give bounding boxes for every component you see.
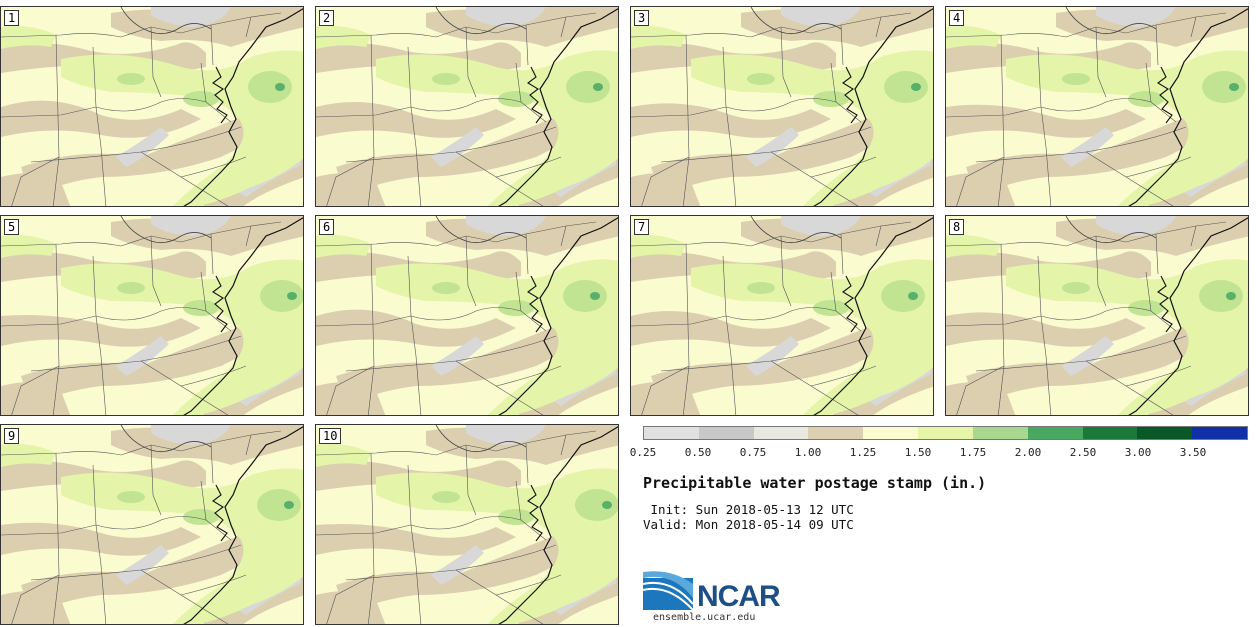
precipitable-water-map (946, 216, 1248, 415)
colorbar (643, 426, 1248, 440)
colorbar-segment (644, 427, 699, 439)
init-time: Init: Sun 2018-05-13 12 UTC (643, 502, 854, 517)
colorbar-tick-label: 0.75 (739, 446, 767, 459)
member-number-label: 9 (4, 428, 20, 444)
colorbar-segment (863, 427, 919, 439)
ensemble-member-map: 5 (0, 215, 304, 416)
colorbar-segment (972, 427, 1028, 439)
precipitable-water-map (631, 7, 933, 206)
ensemble-member-map: 6 (315, 215, 619, 416)
ensemble-member-map: 3 (630, 6, 934, 207)
colorbar-segment (808, 427, 864, 439)
ensemble-member-map: 4 (945, 6, 1249, 207)
valid-time: Valid: Mon 2018-05-14 09 UTC (643, 517, 854, 532)
precipitable-water-map (1, 216, 303, 415)
member-number-label: 8 (949, 219, 965, 235)
colorbar-tick-label: 1.00 (794, 446, 822, 459)
colorbar-segment (1137, 427, 1193, 439)
ensemble-member-map: 1 (0, 6, 304, 207)
colorbar-tick-label: 2.00 (1014, 446, 1042, 459)
logo-wordmark: NCAR (697, 580, 781, 613)
colorbar-segment (1027, 427, 1083, 439)
ensemble-member-map: 8 (945, 215, 1249, 416)
colorbar-tick-label: 2.50 (1069, 446, 1097, 459)
colorbar-tick-label: 1.50 (904, 446, 932, 459)
colorbar-tick-label: 1.75 (959, 446, 987, 459)
precipitable-water-map (1, 7, 303, 206)
colorbar-segment (698, 427, 754, 439)
member-number-label: 1 (4, 10, 20, 26)
member-number-label: 5 (4, 219, 20, 235)
ensemble-member-map: 2 (315, 6, 619, 207)
colorbar-tick-label: 0.25 (629, 446, 657, 459)
colorbar-segment (1082, 427, 1138, 439)
colorbar-segment (1192, 427, 1247, 439)
member-number-label: 7 (634, 219, 650, 235)
member-number-label: 4 (949, 10, 965, 26)
colorbar-tick-label: 3.00 (1124, 446, 1152, 459)
colorbar-tick-label: 0.50 (684, 446, 712, 459)
colorbar-tick-label: 3.50 (1179, 446, 1207, 459)
precipitable-water-map (316, 7, 618, 206)
colorbar-segment (918, 427, 973, 439)
colorbar-segment (753, 427, 809, 439)
figure-title: Precipitable water postage stamp (in.) (643, 474, 987, 492)
member-number-label: 6 (319, 219, 335, 235)
member-number-label: 2 (319, 10, 335, 26)
precipitable-water-map (946, 7, 1248, 206)
precipitable-water-map (631, 216, 933, 415)
precipitable-water-map (316, 216, 618, 415)
member-number-label: 3 (634, 10, 650, 26)
logo-url: ensemble.ucar.edu (653, 612, 756, 623)
ncar-logo-icon (643, 571, 694, 611)
member-number-label: 10 (319, 428, 342, 444)
ensemble-member-map: 7 (630, 215, 934, 416)
colorbar-tick-label: 1.25 (849, 446, 877, 459)
precipitable-water-map (316, 425, 618, 624)
precipitable-water-map (1, 425, 303, 624)
ensemble-member-map: 10 (315, 424, 619, 625)
ensemble-member-map: 9 (0, 424, 304, 625)
